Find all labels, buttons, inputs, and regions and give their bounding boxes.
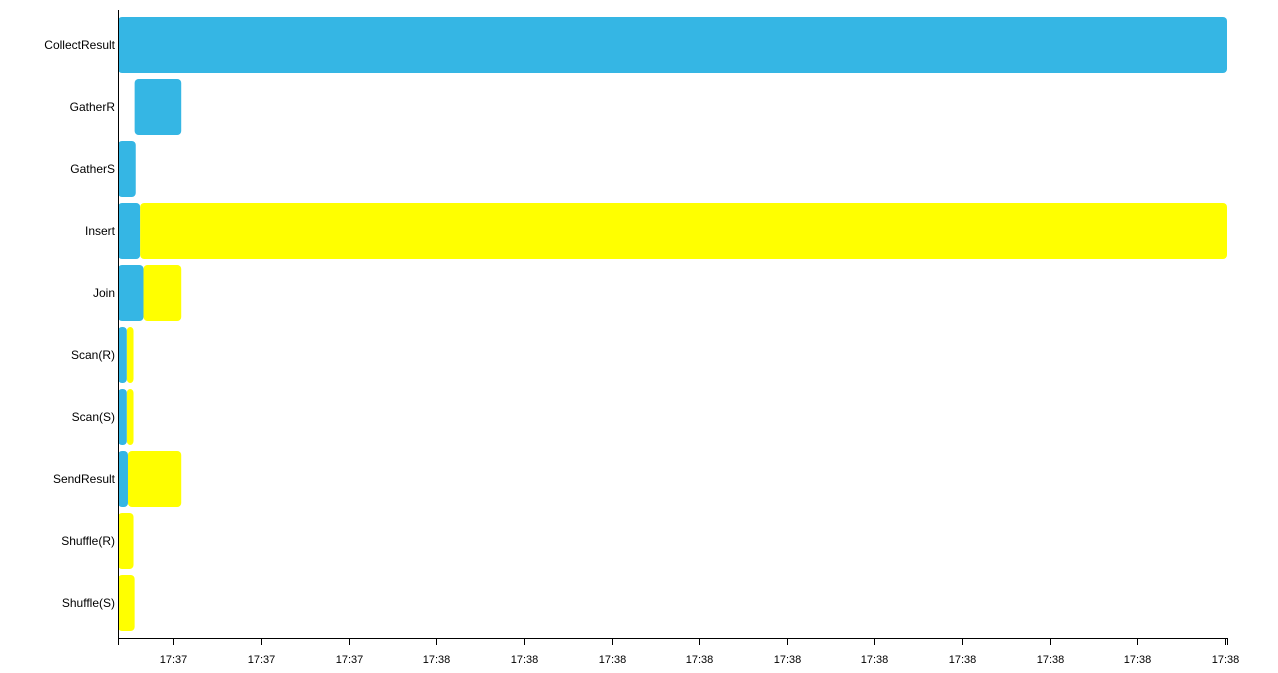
x-tick-label: 17:38 [774,654,802,666]
row-label: SendResult [53,472,116,486]
bar-segment [118,203,141,259]
x-tick-label: 17:38 [423,654,451,666]
x-tick-label: 17:38 [686,654,714,666]
bar-segment [143,265,182,321]
row-label: Scan(R) [71,348,115,362]
bar-segment [127,451,182,507]
bar-segment [118,327,127,383]
x-tick-label: 17:37 [160,654,188,666]
row-label: Join [93,286,115,300]
row-label: Insert [85,224,116,238]
x-tick-label: 17:38 [599,654,627,666]
x-tick-label: 17:38 [1037,654,1065,666]
bar-segment [118,451,128,507]
bar-segment [118,265,144,321]
bar-segment [118,17,1227,73]
x-tick-label: 17:38 [861,654,889,666]
x-tick-label: 17:38 [949,654,977,666]
bar-segment [126,389,134,445]
x-tick-label: 17:38 [1124,654,1152,666]
row-label: Shuffle(S) [62,596,115,610]
x-tick-label: 17:38 [1212,654,1240,666]
x-tick-label: 17:38 [511,654,539,666]
bar-segment [140,203,1228,259]
x-tick-label: 17:37 [248,654,276,666]
bar-segment [118,141,136,197]
bar-segment [134,79,182,135]
bar-segment [118,513,134,569]
row-label: GatherR [70,100,116,114]
x-tick-label: 17:37 [336,654,364,666]
bar-segment [118,575,135,631]
row-label: Scan(S) [72,410,115,424]
bar-segment [118,389,127,445]
row-label: GatherS [70,162,115,176]
row-label: Shuffle(R) [61,534,115,548]
row-label: CollectResult [44,38,115,52]
bar-segment [126,327,134,383]
